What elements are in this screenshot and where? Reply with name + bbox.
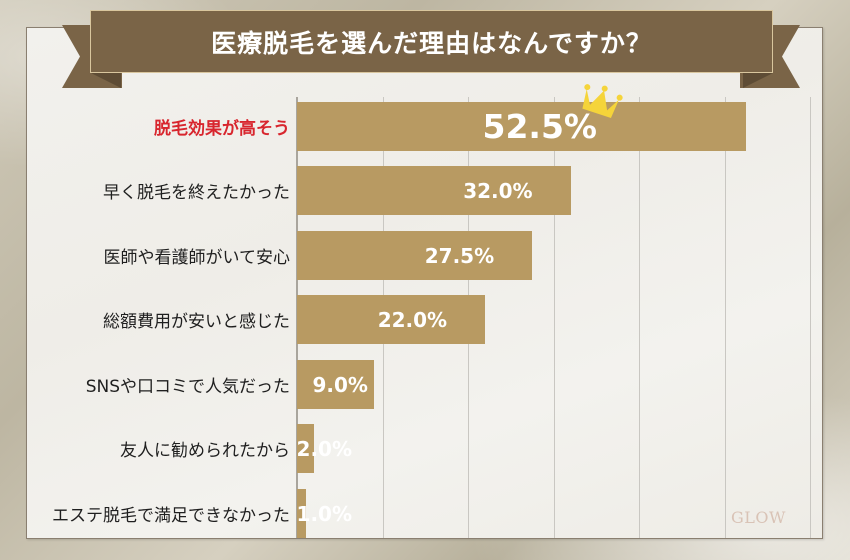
value-label: 22.0%	[377, 307, 448, 332]
value-label: 27.5%	[424, 243, 495, 268]
bar-row: 早く脱毛を終えたかった 32.0%	[0, 166, 850, 215]
bar	[297, 102, 746, 151]
bar-row: 脱毛効果が高そう 52.5%	[0, 102, 850, 151]
gridline	[725, 97, 726, 538]
bar-row: 友人に勧められたから 2.0%	[0, 424, 850, 473]
gridline	[810, 97, 811, 538]
watermark-logo: GLOW	[731, 508, 786, 527]
bar	[297, 231, 533, 280]
bar-row: 総額費用が安いと感じた 22.0%	[0, 295, 850, 344]
bar	[297, 424, 315, 473]
value-label: 52.5%	[482, 107, 598, 146]
category-label: 脱毛効果が高そう	[154, 119, 290, 139]
crown-icon	[582, 84, 623, 118]
category-label: 医師や看護師がいて安心	[103, 248, 291, 268]
value-label: 2.0%	[296, 436, 352, 461]
value-label: 32.0%	[463, 178, 533, 203]
bar	[297, 166, 571, 215]
category-label: 早く脱毛を終えたかった	[103, 183, 290, 203]
category-label: エステ脱毛で満足できなかった	[52, 506, 290, 526]
value-label: 9.0%	[312, 372, 368, 397]
gridline	[554, 97, 555, 538]
bar	[297, 489, 306, 538]
bar	[297, 360, 374, 409]
chart-title: 医療脱毛を選んだ理由はなんですか？	[211, 28, 652, 58]
category-label: SNSや口コミで人気だった	[85, 377, 290, 397]
category-label: 友人に勧められたから	[120, 441, 290, 461]
value-label: 1.0%	[296, 501, 352, 526]
title-banner: 医療脱毛を選んだ理由はなんですか？	[90, 10, 773, 73]
bar-row: 医師や看護師がいて安心 27.5%	[0, 231, 850, 280]
y-axis-line	[296, 97, 298, 538]
bar-row: SNSや口コミで人気だった 9.0%	[0, 360, 850, 409]
gridline	[639, 97, 640, 538]
bar-row: エステ脱毛で満足できなかった 1.0%	[0, 489, 850, 538]
category-label: 総額費用が安いと感じた	[103, 312, 290, 332]
bar	[297, 295, 486, 344]
